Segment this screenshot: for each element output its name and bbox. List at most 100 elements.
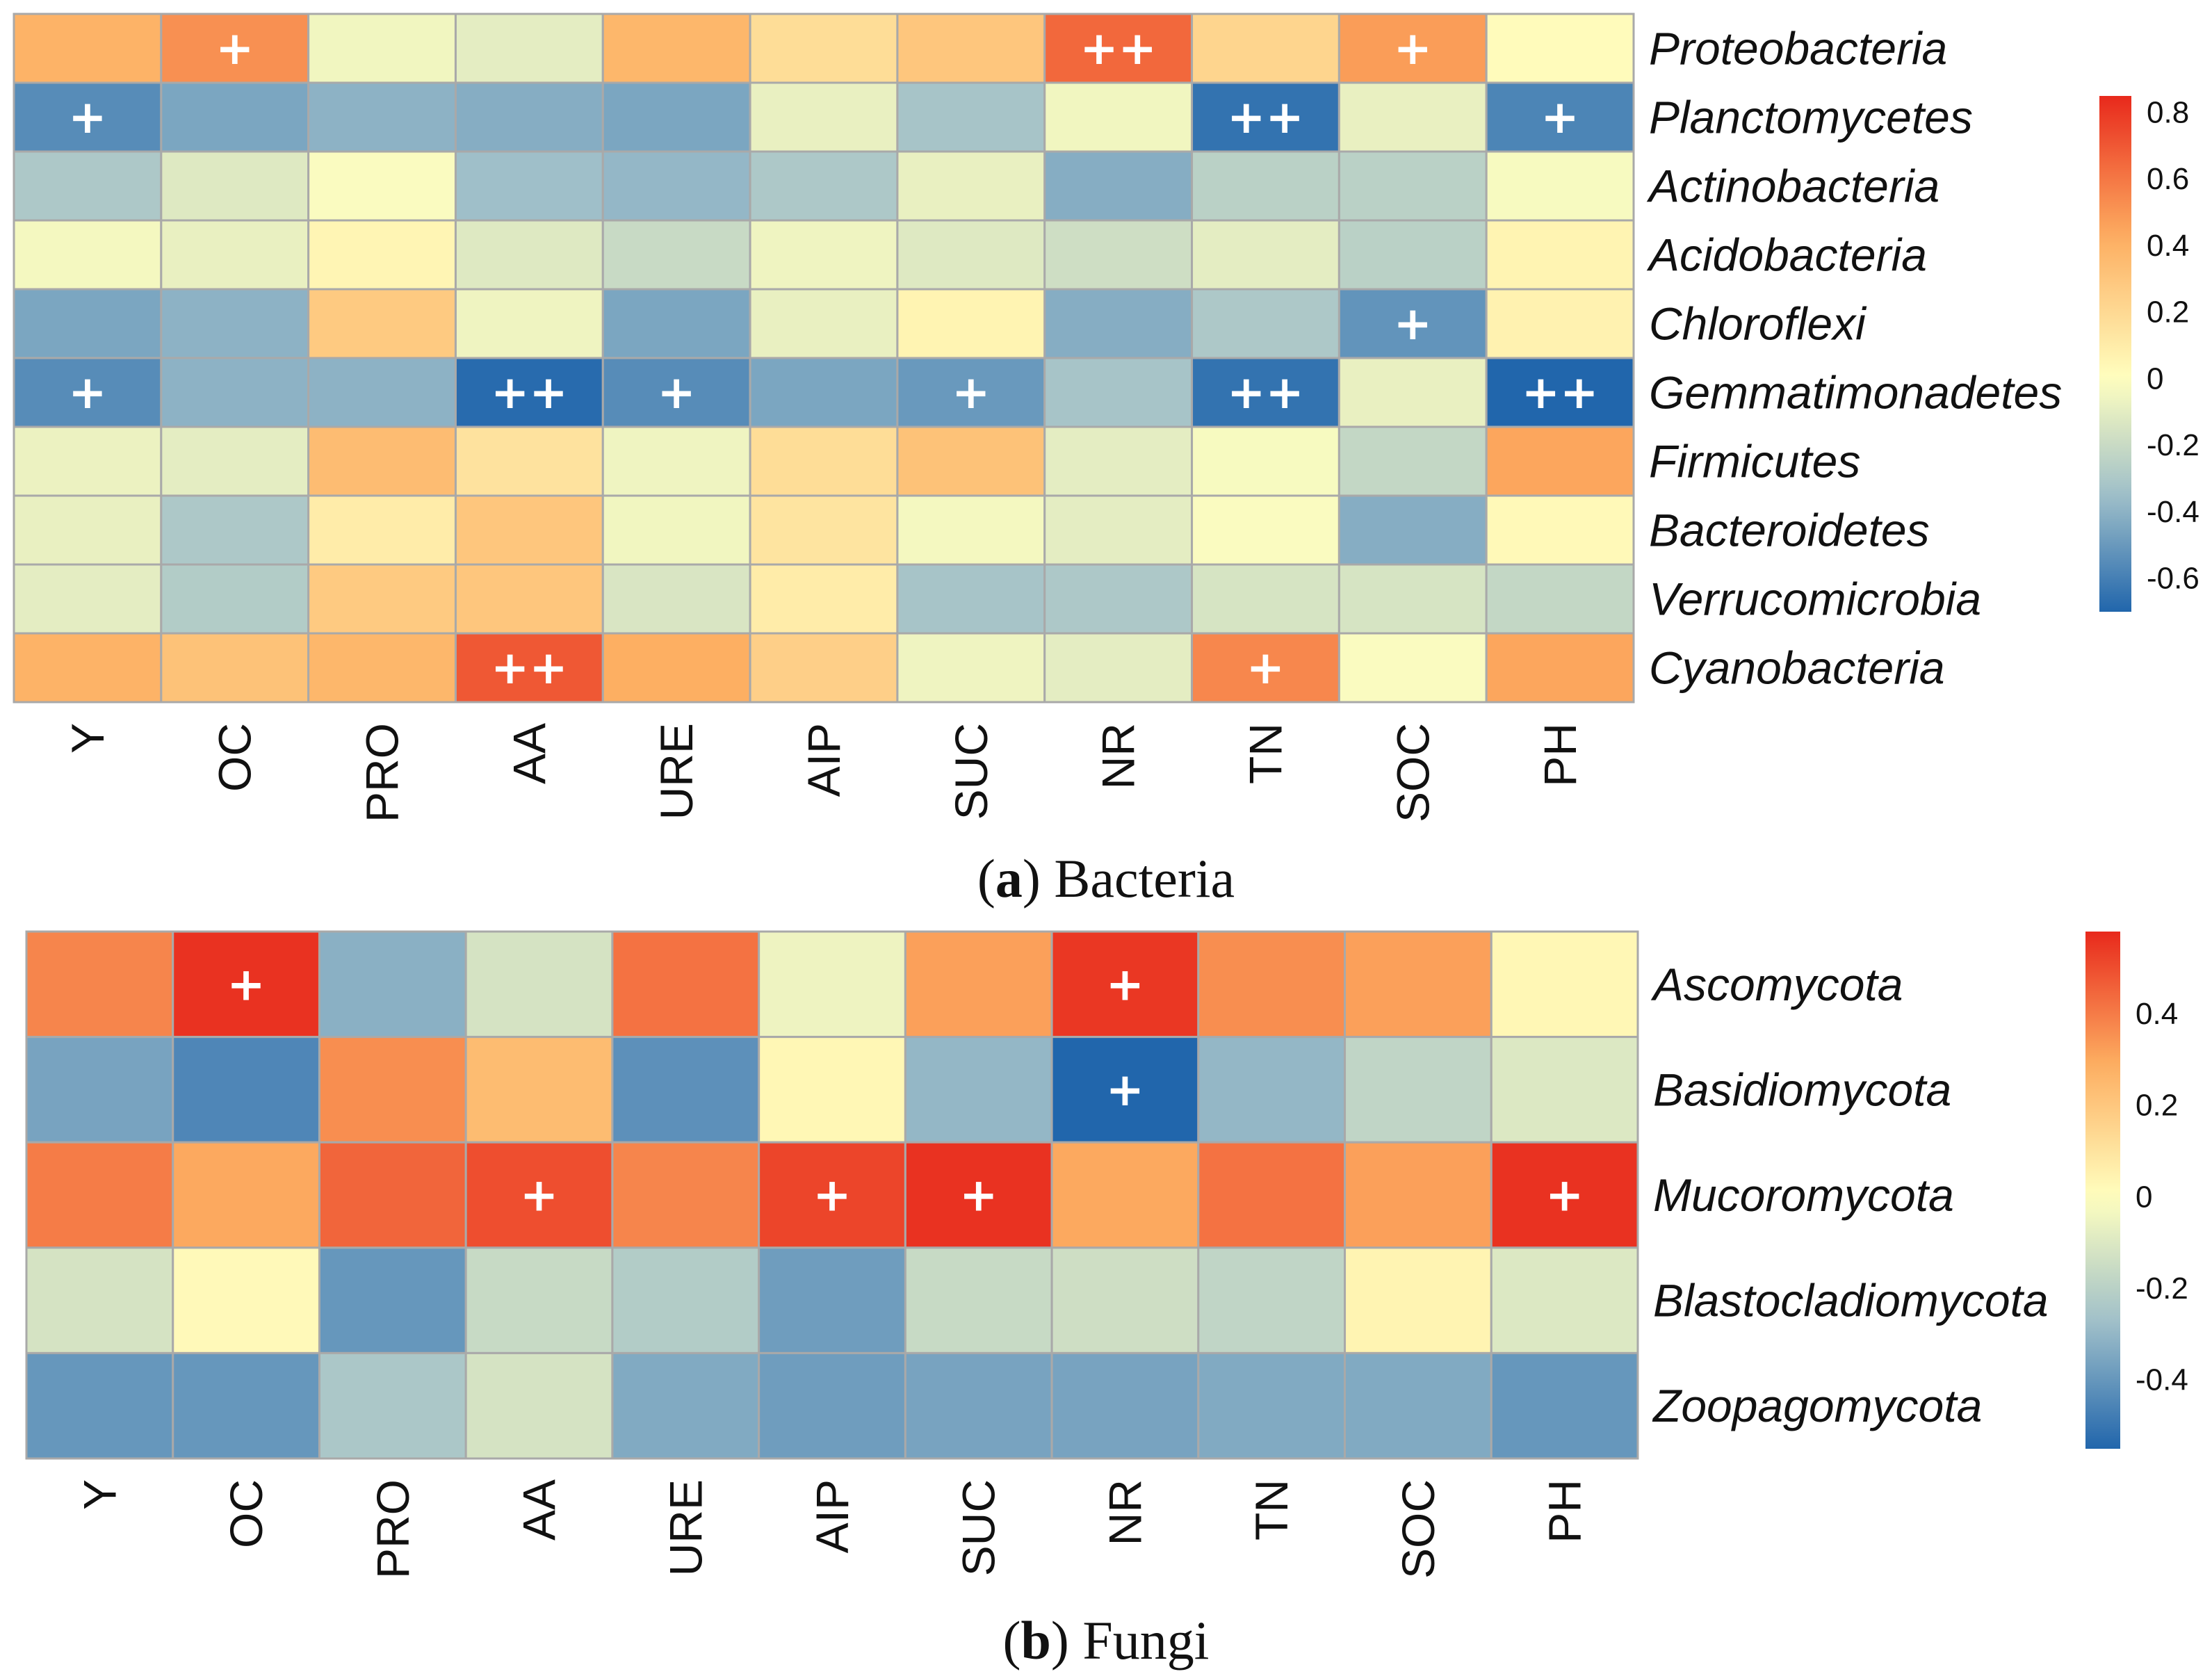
fungi-heatmap-cells: + + + + + + + [25,930,1639,1460]
significance-mark-bacteria-5-6: + [952,366,990,419]
row-label-bacteria-cyanobacteria: Cyanobacteria [1649,642,1945,694]
heatmap-cell-bacteria-8-3 [454,563,604,635]
heatmap-cell-fungi-3-0 [25,1246,174,1354]
heatmap-cell-bacteria-0-10 [1485,13,1635,84]
heatmap-cell-fungi-4-6 [904,1351,1053,1460]
row-label-fungi-blastocladiomycota: Blastocladiomycota [1653,1275,2049,1326]
heatmap-cell-bacteria-7-10 [1485,494,1635,566]
heatmap-cell-bacteria-8-1 [160,563,310,635]
heatmap-cell-fungi-0-7 [1050,930,1200,1039]
significance-mark-fungi-1-7: + [1106,1063,1144,1116]
column-label-fungi-oc: OC [220,1479,272,1548]
heatmap-cell-fungi-1-10 [1490,1036,1639,1144]
heatmap-cell-fungi-4-9 [1344,1351,1493,1460]
column-label-bacteria-tn: TN [1239,723,1291,784]
bacteria-column-labels: Y OC PRO AA URE AIP SUC NR TN SOC PH [62,723,1586,822]
heatmap-cell-fungi-2-1 [172,1141,320,1249]
heatmap-cell-fungi-4-8 [1197,1351,1347,1460]
heatmap-cell-fungi-1-0 [25,1036,174,1144]
heatmap-cell-bacteria-8-0 [13,563,163,635]
heatmap-cell-fungi-3-10 [1490,1246,1639,1354]
significance-mark-bacteria-0-9: + [1394,22,1432,75]
heatmap-cell-fungi-2-9 [1344,1141,1493,1249]
heatmap-cell-bacteria-1-9 [1337,81,1488,153]
bacteria-caption-title: Bacteria [1054,848,1235,909]
heatmap-cell-fungi-2-7 [1050,1141,1200,1249]
bacteria-row-labels: Proteobacteria Planctomycetes Actinobacter… [1646,23,2062,694]
column-label-fungi-pro: PRO [367,1479,418,1579]
heatmap-cell-bacteria-5-1 [160,357,310,428]
bacteria-caption-letter: a [995,848,1023,909]
row-label-bacteria-actinobacteria: Actinobacteria [1646,161,1939,212]
heatmap-cell-bacteria-6-4 [601,425,751,497]
heatmap-cell-fungi-0-5 [758,930,906,1039]
heatmap-cell-bacteria-8-9 [1337,563,1488,635]
heatmap-cell-bacteria-2-3 [454,150,604,222]
heatmap-cell-fungi-1-6 [904,1036,1053,1144]
heatmap-cell-fungi-2-3 [464,1141,614,1249]
colorbar-tick-fungi-2: 0 [2136,1180,2152,1214]
column-label-bacteria-suc: SUC [945,723,997,820]
heatmap-cell-bacteria-8-2 [307,563,457,635]
significance-mark-fungi-2-3: + [520,1169,558,1222]
heatmap-cell-bacteria-4-5 [749,288,899,359]
heatmap-cell-bacteria-6-2 [307,425,457,497]
heatmap-cell-fungi-0-8 [1197,930,1347,1039]
heatmap-cell-bacteria-9-6 [896,632,1046,704]
row-label-bacteria-planctomycetes: Planctomycetes [1649,92,1973,143]
heatmap-cell-fungi-3-3 [464,1246,614,1354]
colorbar-tick-fungi-0: 0.4 [2136,997,2178,1031]
colorbar-tick-bacteria-6: -0.4 [2147,495,2199,529]
bacteria-colorbar-ticks: 0.8 0.6 0.4 0.2 0 -0.2 -0.4 -0.6 [2147,95,2199,595]
bacteria-heatmap-cells: + ++ ++ ++ +++ ++ + + ++ ++++ + [13,13,1635,704]
heatmap-cell-fungi-1-9 [1344,1036,1493,1144]
heatmap-cell-bacteria-0-3 [454,13,604,84]
row-label-fungi-zoopagomycota: Zoopagomycota [1652,1380,1982,1431]
heatmap-cell-bacteria-8-5 [749,563,899,635]
column-label-bacteria-y: Y [62,723,113,754]
significance-mark-bacteria-0-7: ++ [1080,22,1157,75]
significance-mark-fungi-2-5: + [813,1169,851,1222]
heatmap-cell-bacteria-3-6 [896,219,1046,291]
column-label-fungi-ure: URE [660,1479,711,1576]
significance-mark-fungi-2-10: + [1545,1169,1584,1222]
heatmap-cell-fungi-4-5 [758,1351,906,1460]
heatmap-cell-bacteria-7-4 [601,494,751,566]
row-label-bacteria-verrucomicrobia: Verrucomicrobia [1649,574,1981,625]
significance-mark-bacteria-5-0: + [68,366,106,419]
heatmap-cell-fungi-3-1 [172,1246,320,1354]
heatmap-cell-bacteria-0-2 [307,13,457,84]
column-label-bacteria-pro: PRO [357,723,408,822]
column-label-fungi-soc: SOC [1392,1479,1444,1579]
row-label-bacteria-bacteroidetes: Bacteroidetes [1649,505,1930,556]
heatmap-cell-bacteria-9-2 [307,632,457,704]
heatmap-cell-bacteria-3-8 [1191,219,1340,291]
heatmap-cell-fungi-4-1 [172,1351,320,1460]
heatmap-cell-bacteria-8-10 [1485,563,1635,635]
column-label-fungi-aip: AIP [806,1479,858,1553]
heatmap-cell-bacteria-5-5 [749,357,899,428]
heatmap-cell-bacteria-1-3 [454,81,604,153]
bacteria-caption: (a) Bacteria [977,848,1235,909]
heatmap-cell-bacteria-2-7 [1043,150,1194,222]
heatmap-cell-bacteria-7-9 [1337,494,1488,566]
colorbar-tick-bacteria-3: 0.2 [2147,295,2189,330]
colorbar-tick-bacteria-2: 0.4 [2147,229,2189,263]
heatmap-cell-bacteria-3-3 [454,219,604,291]
colorbar-tick-bacteria-1: 0.6 [2147,162,2189,196]
heatmap-cell-fungi-3-9 [1344,1246,1493,1354]
heatmap-cell-bacteria-4-4 [601,288,751,359]
heatmap-cell-bacteria-0-0 [13,13,163,84]
heatmap-cell-bacteria-0-4 [601,13,751,84]
heatmap-cell-bacteria-2-8 [1191,150,1340,222]
heatmap-cell-fungi-3-2 [318,1246,467,1354]
row-label-bacteria-gemmatimonadetes: Gemmatimonadetes [1649,367,2062,418]
heatmap-cell-fungi-0-9 [1344,930,1493,1039]
heatmap-cell-bacteria-3-5 [749,219,899,291]
column-label-fungi-suc: SUC [953,1479,1005,1576]
heatmap-cell-fungi-3-5 [758,1246,906,1354]
heatmap-cell-bacteria-2-2 [307,150,457,222]
heatmap-cell-fungi-1-5 [758,1036,906,1144]
heatmap-cell-bacteria-5-8 [1191,357,1340,428]
heatmap-cell-bacteria-3-2 [307,219,457,291]
